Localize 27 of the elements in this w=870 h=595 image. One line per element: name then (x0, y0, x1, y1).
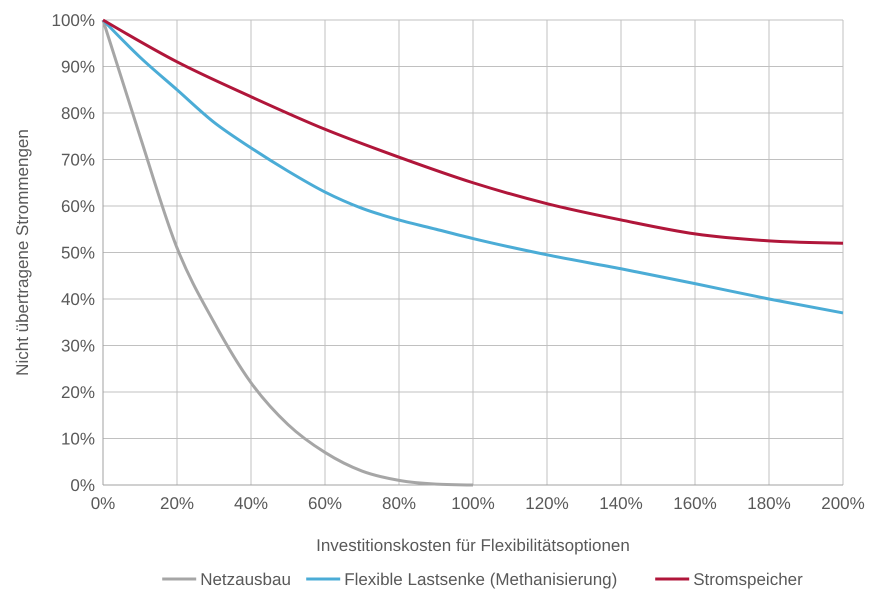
x-tick-label: 140% (599, 494, 643, 513)
y-tick-label: 0% (70, 476, 95, 495)
y-tick-label: 60% (60, 197, 95, 216)
x-tick-label: 80% (382, 494, 416, 513)
y-tick-label: 70% (60, 150, 95, 170)
y-tick-label: 20% (60, 383, 95, 402)
x-tick-label: 20% (160, 494, 194, 513)
y-tick-label: 30% (60, 336, 95, 356)
x-axis-title: Investitionskosten für Flexibilitätsoptionen (316, 536, 630, 555)
x-tick-label: 160% (673, 494, 717, 513)
y-tick-label: 10% (60, 430, 95, 448)
y-tick-label: 100% (52, 11, 95, 30)
x-tick-label: 40% (234, 494, 268, 513)
x-tick-label: 60% (308, 494, 342, 513)
legend-label: Flexible Lastsenke (Methanisierung) (344, 570, 618, 589)
y-tick-label: 80% (60, 104, 95, 123)
x-tick-label: 180% (747, 494, 791, 513)
x-tick-label: 100% (451, 494, 495, 513)
x-tick-label: 120% (525, 494, 569, 513)
legend-label: Stromspeicher (693, 570, 804, 589)
y-axis-title: Nicht übertragene Strommengen (13, 129, 32, 376)
x-tick-label: 0% (90, 494, 116, 513)
legend-label: Netzausbau (200, 570, 291, 589)
x-tick-label: 200% (821, 494, 865, 513)
y-tick-label: 90% (60, 58, 95, 76)
y-tick-label: 40% (60, 290, 95, 309)
y-tick-label: 50% (60, 244, 95, 262)
